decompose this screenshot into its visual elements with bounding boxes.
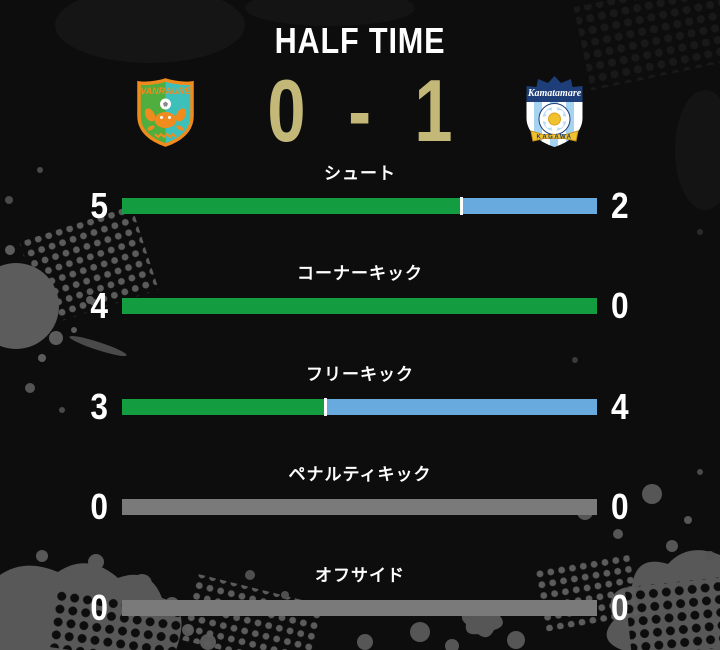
away-score: 1 xyxy=(414,61,453,160)
stat-bar-away-segment xyxy=(461,198,597,214)
home-crest-text: VANRAURE xyxy=(140,86,191,96)
page-title: HALF TIME xyxy=(274,20,446,61)
away-crest-text: Kamatamare xyxy=(527,88,582,99)
stat-bar-home-segment xyxy=(122,600,597,616)
stat-home-value: 5 xyxy=(90,185,108,226)
stat-bar xyxy=(122,197,597,215)
stat-bar-separator xyxy=(459,197,463,215)
home-team-logo-vanraure-hachinohe-icon: VANRAURE xyxy=(137,78,194,147)
stat-home-value: 0 xyxy=(90,587,108,628)
score-separator: - xyxy=(348,61,372,160)
scoreboard: VANRAURE 0 - 1 Ka xyxy=(0,61,720,160)
stat-row: ペナルティキック 0 0 xyxy=(0,464,720,528)
stat-row: フリーキック 3 4 xyxy=(0,364,720,428)
stat-home-value: 4 xyxy=(90,285,108,326)
away-team-logo-kamatamare-sanuki-icon: Kamatamare KAGAWA xyxy=(526,76,583,147)
stat-label: フリーキック xyxy=(306,365,414,385)
stat-home-value: 3 xyxy=(90,386,108,427)
stat-bar-home-segment xyxy=(122,499,597,515)
home-score: 0 xyxy=(267,61,306,160)
score: 0 - 1 xyxy=(0,61,720,160)
stat-bar-line: 0 0 xyxy=(0,486,720,528)
stat-bar-away-segment xyxy=(325,399,597,415)
stat-bar-line: 3 4 xyxy=(0,386,720,428)
stat-away-value: 4 xyxy=(611,386,629,427)
stat-bar-home-segment xyxy=(122,399,326,415)
stat-away-value: 2 xyxy=(611,185,629,226)
away-crest-banner-text: KAGAWA xyxy=(537,135,573,141)
stat-home-value: 0 xyxy=(90,486,108,527)
stat-bar xyxy=(122,499,597,515)
stat-bar-line: 4 0 xyxy=(0,285,720,327)
stat-bar xyxy=(122,298,597,314)
stat-bar xyxy=(122,600,597,616)
stat-row: オフサイド 0 0 xyxy=(0,565,720,629)
stat-away-value: 0 xyxy=(611,486,629,527)
stat-bar xyxy=(122,398,597,416)
stat-row: シュート 5 2 xyxy=(0,163,720,227)
stat-label: ペナルティキック xyxy=(288,465,432,485)
stat-bar-separator xyxy=(324,398,328,416)
stat-label: オフサイド xyxy=(315,566,405,586)
stat-bar-home-segment xyxy=(122,198,462,214)
stat-bar-home-segment xyxy=(122,298,597,314)
stat-row: コーナーキック 4 0 xyxy=(0,263,720,327)
stat-bar-line: 5 2 xyxy=(0,185,720,227)
stat-label: コーナーキック xyxy=(297,264,423,284)
stat-away-value: 0 xyxy=(611,285,629,326)
stat-bar-line: 0 0 xyxy=(0,587,720,629)
stat-away-value: 0 xyxy=(611,587,629,628)
stat-label: シュート xyxy=(324,164,396,184)
